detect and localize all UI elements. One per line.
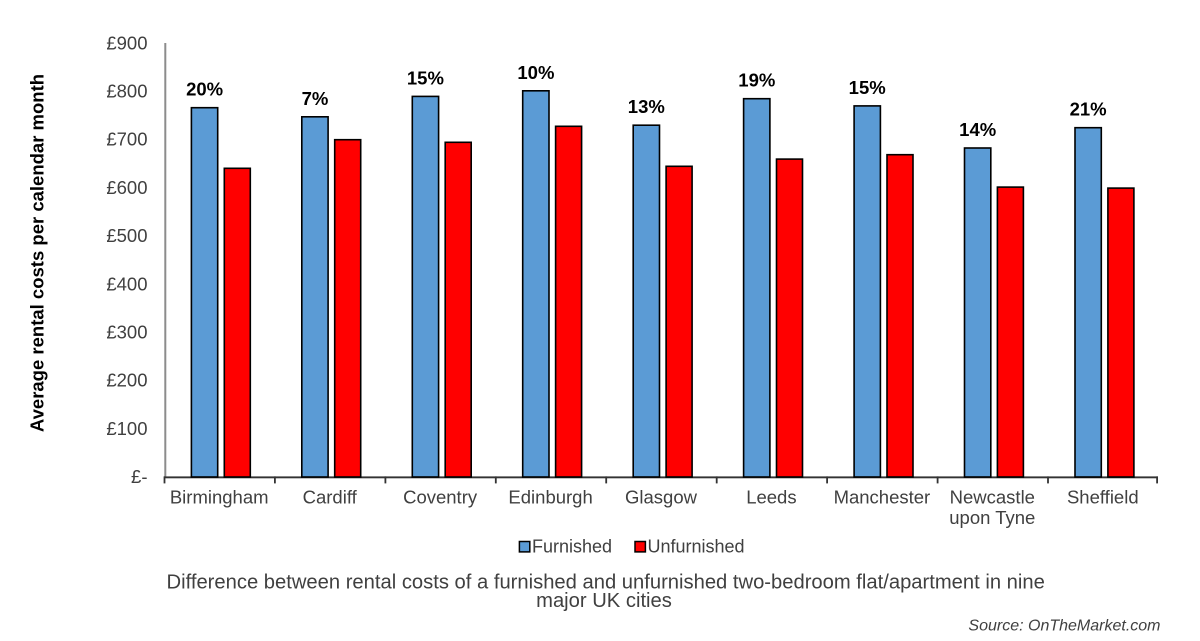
svg-text:Cardiff: Cardiff	[303, 487, 358, 508]
svg-text:15%: 15%	[849, 77, 886, 98]
svg-text:£700: £700	[106, 129, 147, 150]
svg-text:13%: 13%	[628, 96, 665, 117]
svg-text:21%: 21%	[1070, 99, 1107, 120]
svg-text:Sheffield: Sheffield	[1067, 487, 1139, 508]
svg-text:7%: 7%	[302, 88, 329, 109]
svg-text:£200: £200	[106, 370, 147, 391]
svg-text:£300: £300	[106, 322, 147, 343]
svg-text:Birmingham: Birmingham	[170, 487, 269, 508]
svg-text:upon Tyne: upon Tyne	[949, 507, 1035, 528]
svg-text:£900: £900	[106, 32, 147, 53]
svg-text:Leeds: Leeds	[746, 487, 796, 508]
svg-text:Source: OnTheMarket.com: Source: OnTheMarket.com	[968, 617, 1160, 634]
svg-text:Edinburgh: Edinburgh	[508, 487, 592, 508]
svg-text:19%: 19%	[738, 70, 775, 91]
svg-text:20%: 20%	[186, 79, 223, 100]
svg-text:Coventry: Coventry	[403, 487, 478, 508]
svg-text:£500: £500	[106, 225, 147, 246]
svg-text:Newcastle: Newcastle	[950, 487, 1035, 508]
svg-text:£100: £100	[106, 418, 147, 439]
svg-text:Furnished: Furnished	[532, 537, 612, 557]
svg-text:Glasgow: Glasgow	[625, 487, 698, 508]
svg-text:10%: 10%	[517, 62, 554, 83]
svg-text:Unfurnished: Unfurnished	[648, 537, 745, 557]
svg-text:major UK cities: major UK cities	[536, 590, 672, 612]
svg-text:£400: £400	[106, 273, 147, 294]
svg-text:Difference between rental cost: Difference between rental costs of a fur…	[167, 572, 1045, 594]
svg-text:14%: 14%	[959, 119, 996, 140]
svg-text:£-: £-	[131, 466, 147, 487]
svg-text:Manchester: Manchester	[834, 487, 931, 508]
svg-text:Average rental costs per calen: Average rental costs per calendar month	[27, 74, 48, 432]
svg-text:£800: £800	[106, 81, 147, 102]
svg-text:15%: 15%	[407, 67, 444, 88]
svg-text:£600: £600	[106, 177, 147, 198]
